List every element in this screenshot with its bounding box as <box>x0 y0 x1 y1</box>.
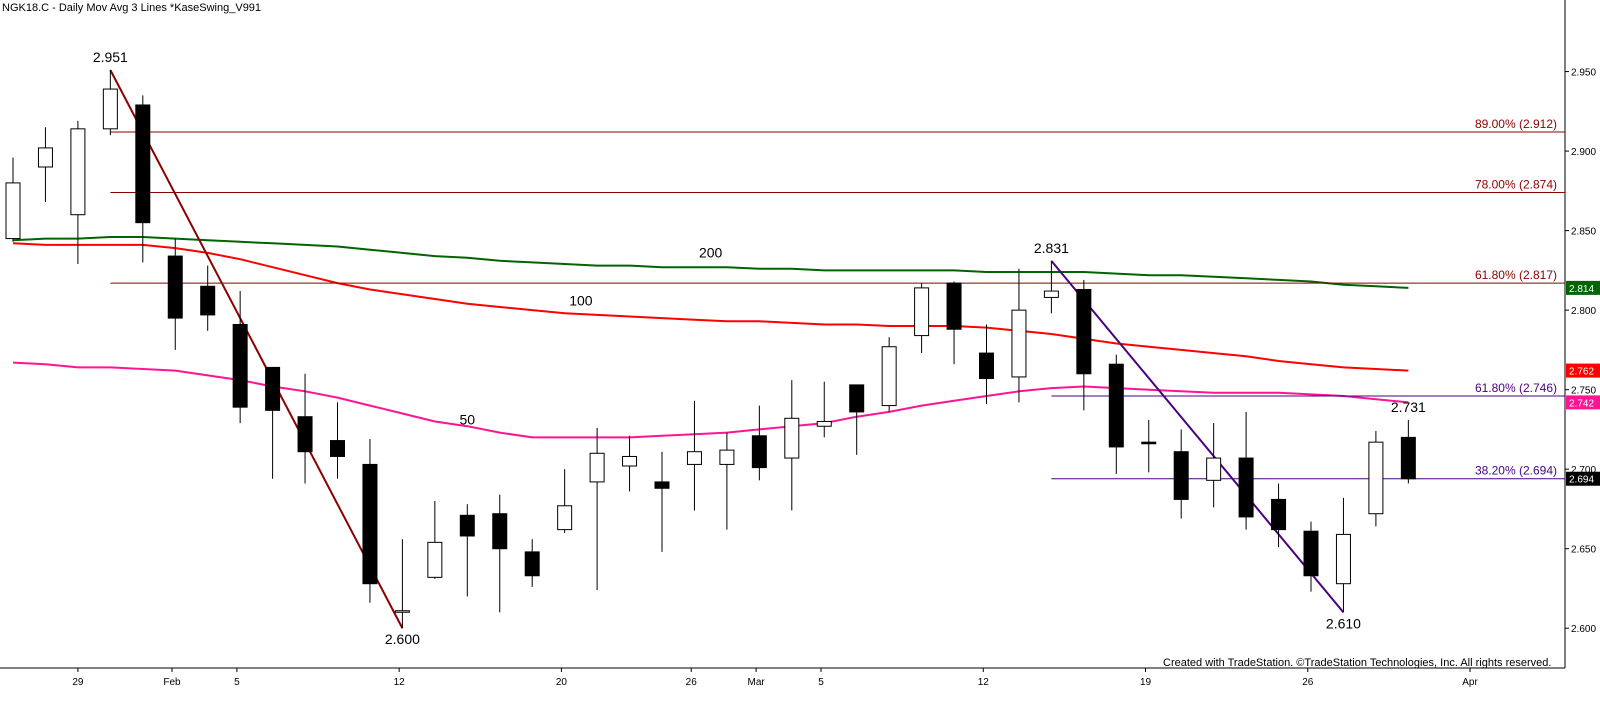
x-tick-label: 12 <box>978 677 990 688</box>
y-tick-label: 2.750 <box>1571 386 1596 397</box>
y-tick-label: 2.600 <box>1571 624 1596 635</box>
x-tick-label: 5 <box>234 677 240 688</box>
y-tick-label: 2.850 <box>1571 227 1596 238</box>
candle-body-down <box>135 104 151 224</box>
candle-body-down <box>492 513 508 550</box>
candle-body-down <box>1238 457 1254 518</box>
candle-body-down <box>232 323 248 408</box>
annotation-label: 200 <box>699 245 723 261</box>
price-flag <box>1566 471 1600 486</box>
fib-level-label: 61.80% (2.746) <box>1475 381 1557 395</box>
x-tick-label: Apr <box>1462 677 1478 688</box>
candle-body-up <box>102 88 118 130</box>
x-tick-label: Feb <box>163 677 181 688</box>
candle-body-up <box>1206 457 1222 481</box>
moving-average-50 <box>12 361 1409 439</box>
candle-body-down <box>330 440 345 457</box>
copyright-notice: Created with TradeStation. ©TradeStation… <box>1163 657 1552 669</box>
candle-body-down <box>979 352 994 380</box>
candle-body-down <box>265 366 281 411</box>
candle-body-down <box>1108 363 1124 448</box>
candle-body-up <box>1011 309 1027 378</box>
y-tick-label: 2.650 <box>1571 545 1596 556</box>
x-tick-label: 12 <box>394 677 406 688</box>
candle-body-down <box>1400 436 1416 480</box>
price-flag <box>1566 395 1600 410</box>
candle-body-up <box>914 287 930 337</box>
candle-body-up <box>1043 290 1059 298</box>
annotation-label: 50 <box>460 412 476 428</box>
candle-body-up <box>1335 533 1351 585</box>
annotation-label: 2.731 <box>1391 399 1426 415</box>
candle-body-down <box>297 416 313 453</box>
candle-body-down <box>1076 288 1092 375</box>
candle-body-up <box>686 451 702 465</box>
annotation-label: 2.600 <box>385 631 420 647</box>
x-tick-label: 26 <box>686 677 698 688</box>
candle-body-up <box>427 541 443 578</box>
candle-body-up <box>37 147 53 168</box>
swing-line <box>109 69 404 629</box>
candle-body-up <box>394 610 410 613</box>
y-tick-label: 2.950 <box>1571 68 1596 79</box>
candle-body-up <box>5 182 21 240</box>
price-flag-label: 2.742 <box>1569 398 1594 409</box>
price-flag-label: 2.762 <box>1569 367 1594 378</box>
price-flag-label: 2.694 <box>1569 475 1594 486</box>
fib-level-label: 89.00% (2.912) <box>1475 117 1557 131</box>
x-tick-label: 19 <box>1140 677 1152 688</box>
x-tick-label: 26 <box>1302 677 1314 688</box>
candle-body-down <box>1173 451 1189 500</box>
moving-average-100 <box>12 242 1409 372</box>
candle-body-down <box>362 463 378 585</box>
annotation-label: 2.610 <box>1326 615 1361 631</box>
price-flag <box>1566 363 1600 378</box>
candle-body-up <box>622 455 638 467</box>
candle-body-down <box>200 285 216 316</box>
annotation-label: 2.831 <box>1034 240 1069 256</box>
candle-body-down <box>654 481 670 489</box>
x-tick-label: 29 <box>72 677 84 688</box>
x-tick-label: 20 <box>556 677 568 688</box>
candle-body-up <box>784 417 800 459</box>
candle-body-down <box>167 255 183 319</box>
candle-body-down <box>751 435 767 469</box>
candle-body-up <box>557 505 573 531</box>
candle-body-down <box>946 282 962 330</box>
fib-level-label: 38.20% (2.694) <box>1475 464 1557 478</box>
candle-body-down <box>1141 441 1157 445</box>
candle-body-down <box>1303 530 1319 577</box>
x-tick-label: 5 <box>818 677 824 688</box>
annotation-label: 2.951 <box>93 49 128 65</box>
candle-body-up <box>1368 441 1384 515</box>
y-tick-label: 2.700 <box>1571 465 1596 476</box>
candle-body-up <box>881 346 897 407</box>
chart-title: NGK18.C - Daily Mov Avg 3 Lines *KaseSwi… <box>2 2 262 14</box>
price-flag <box>1566 280 1600 295</box>
y-tick-label: 2.900 <box>1571 147 1596 158</box>
candle-body-up <box>816 420 832 427</box>
price-flag-label: 2.814 <box>1569 284 1594 295</box>
candle-body-up <box>719 449 735 465</box>
candle-body-down <box>524 551 540 577</box>
y-tick-label: 2.800 <box>1571 306 1596 317</box>
annotation-label: 100 <box>569 292 593 308</box>
candle-body-down <box>459 514 475 537</box>
candle-body-down <box>1271 498 1287 531</box>
moving-average-200 <box>12 236 1409 289</box>
x-tick-label: Mar <box>747 677 765 688</box>
candle-body-up <box>589 452 605 483</box>
candle-body-down <box>849 384 865 413</box>
candle-body-up <box>70 128 86 216</box>
fib-level-label: 61.80% (2.817) <box>1475 268 1557 282</box>
swing-line <box>1050 260 1345 613</box>
fib-level-label: 78.00% (2.874) <box>1475 177 1557 191</box>
